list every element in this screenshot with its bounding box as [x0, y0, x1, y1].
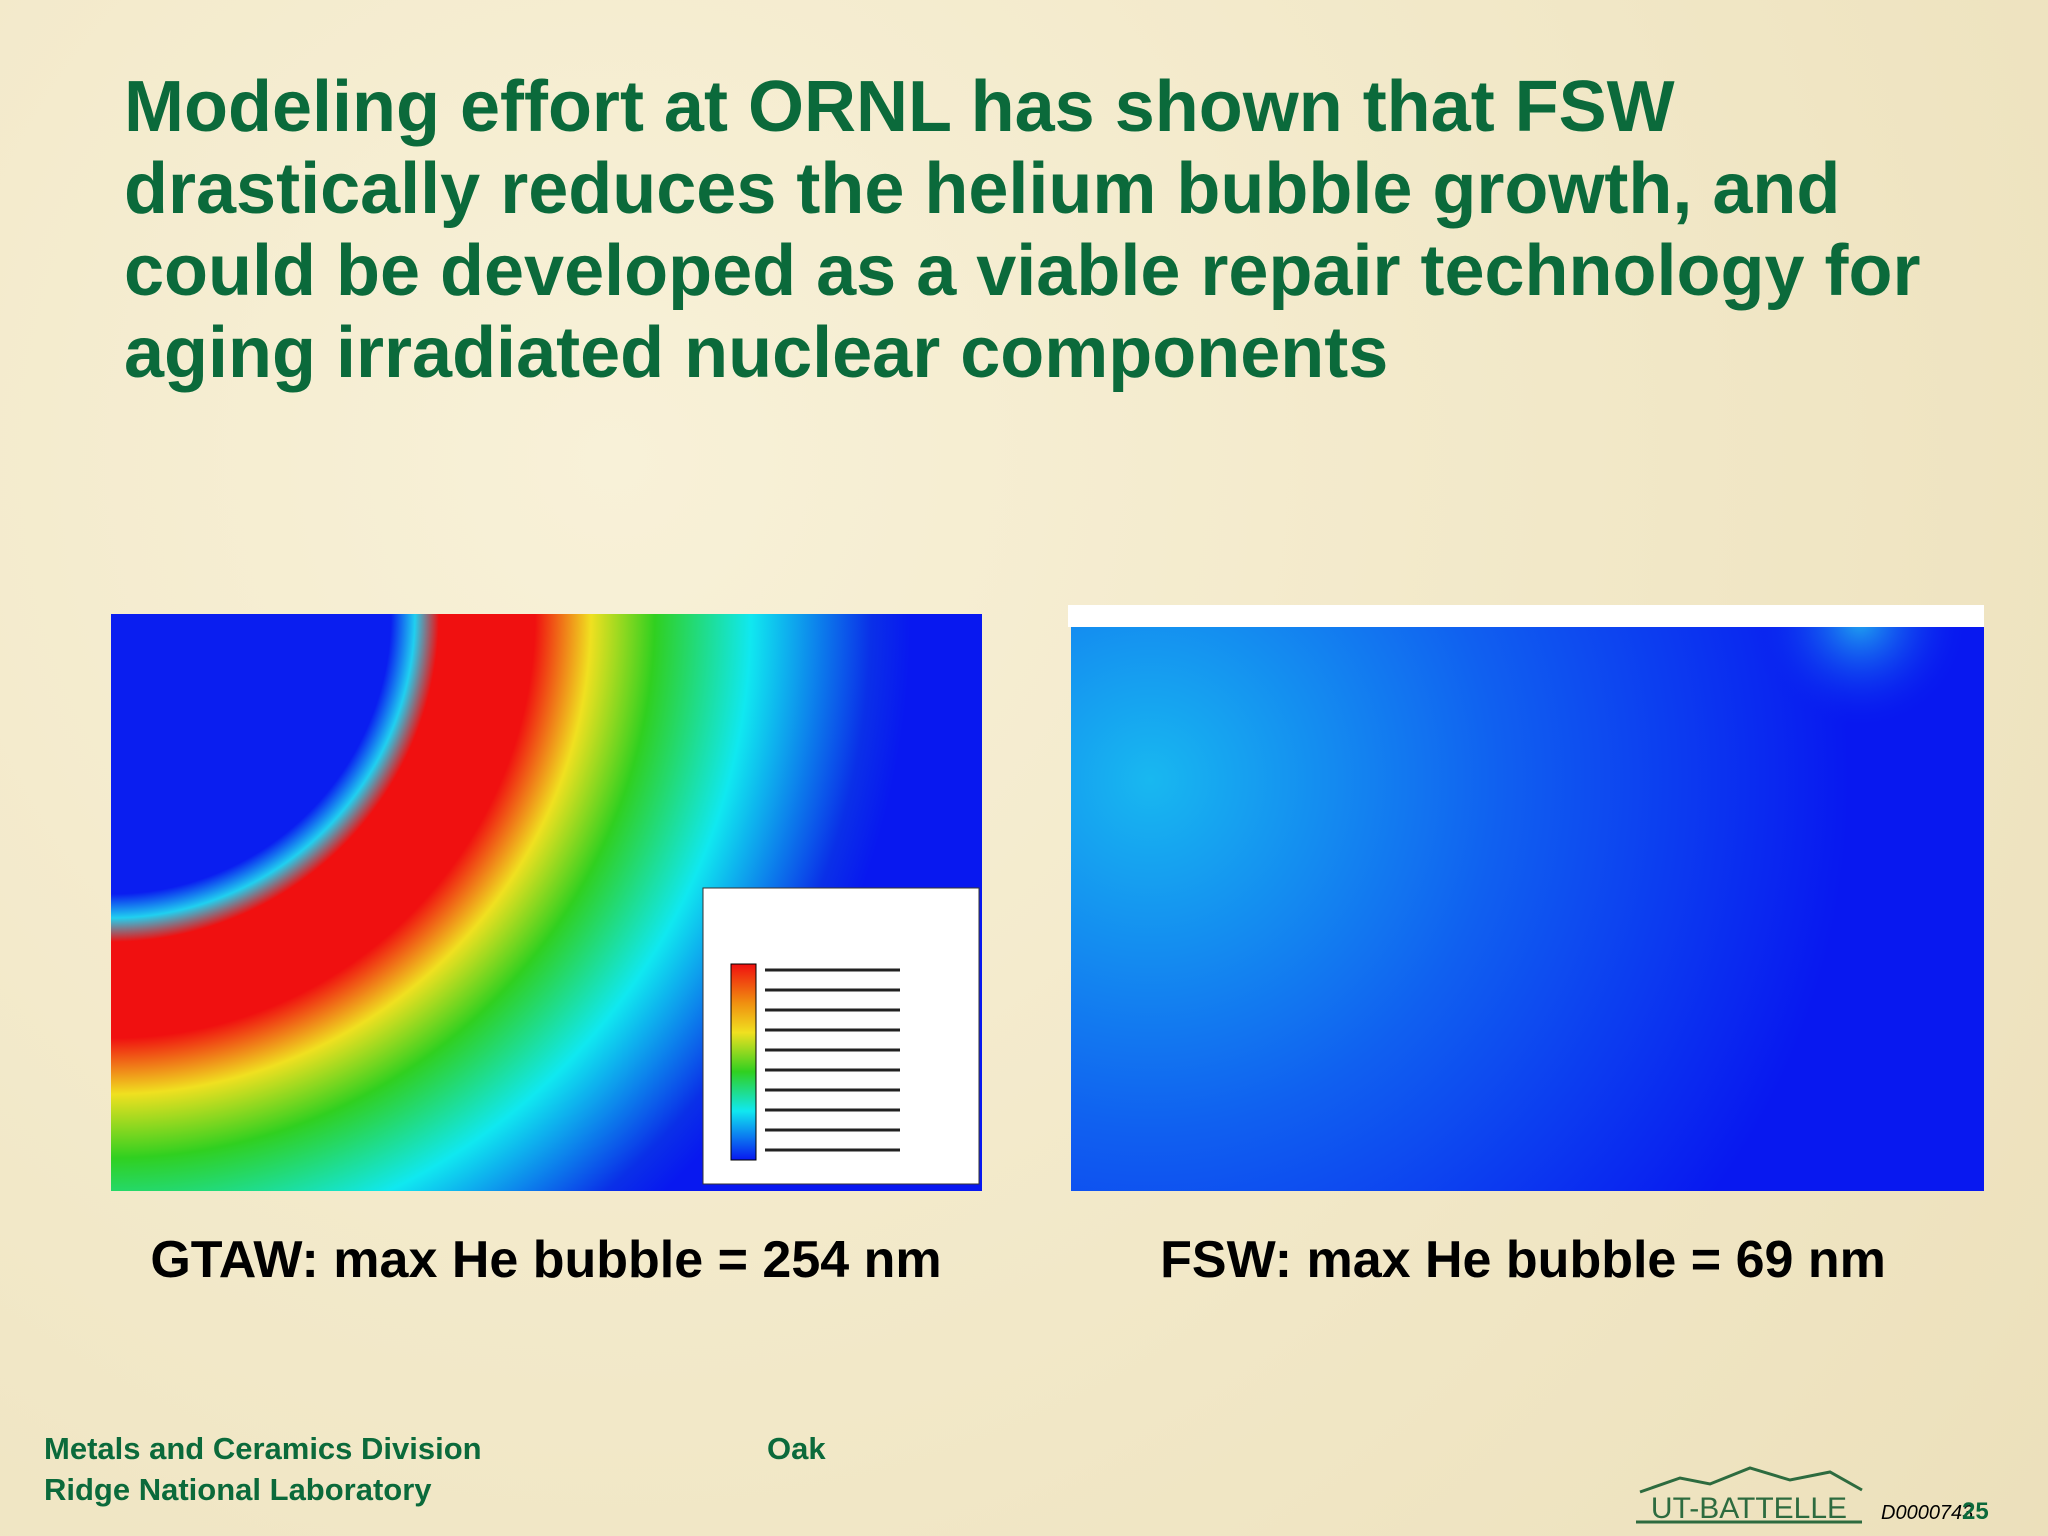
- logo-text: UT-BATTELLE: [1651, 1492, 1847, 1525]
- legend-lines: [765, 968, 900, 1152]
- doc-id: D0000743: [1881, 1502, 1974, 1524]
- legend-colorbar: [730, 963, 757, 1161]
- footer-lab: Oak: [767, 1431, 826, 1466]
- footer-lab: Ridge National Laboratory: [44, 1472, 432, 1507]
- figure-caption: FSW: max He bubble = 69 nm: [1160, 1231, 1886, 1289]
- fsw-contour-spot: [1071, 627, 1984, 1191]
- fsw-top-strip: [1068, 605, 1984, 627]
- footer-division: Metals and Ceramics Division: [44, 1431, 482, 1466]
- page-number: 25: [1962, 1498, 1989, 1525]
- slide-title: Modeling effort at ORNL has shown that F…: [124, 67, 1921, 393]
- ut-battelle-logo-mark: [1636, 1466, 1863, 1524]
- figure-caption: GTAW: max He bubble = 254 nm: [150, 1231, 942, 1289]
